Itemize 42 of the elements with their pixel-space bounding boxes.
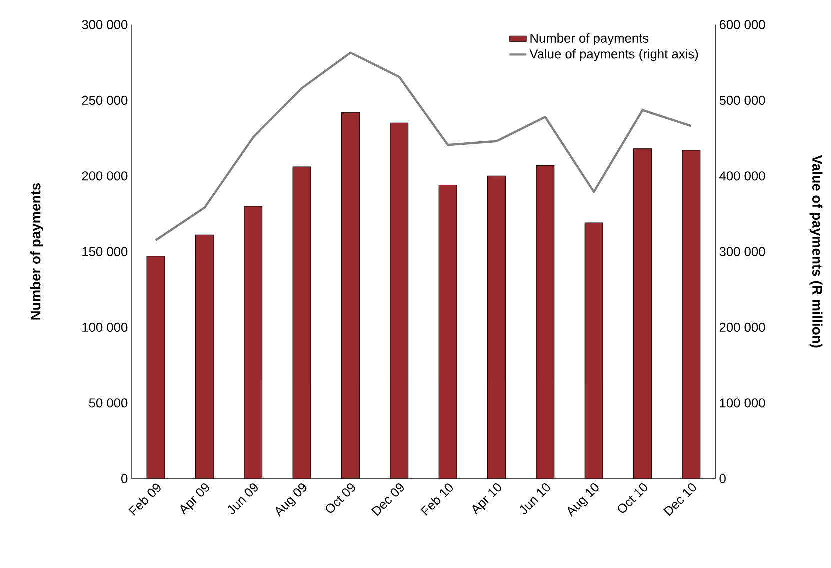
bar: [147, 256, 165, 479]
y2-tick-label: 400 000: [720, 172, 766, 181]
bar: [634, 148, 652, 479]
bar: [585, 222, 604, 479]
legend-label: Number of payments: [530, 33, 649, 46]
y-tick-label: 50 000: [89, 398, 128, 408]
x-tick-label: Aug 09: [276, 483, 307, 517]
y-tick-label: 250 000: [82, 96, 128, 105]
bar: [439, 185, 457, 479]
x-tick-label: Aug 10: [568, 483, 599, 517]
y2-tick-label: 600 000: [720, 20, 766, 30]
x-tick-label: Dec 09: [371, 483, 404, 516]
y-axis-title: Number of payments: [30, 183, 44, 320]
y-tick-label: 0: [122, 474, 128, 484]
y2-tick-label: 200 000: [720, 322, 766, 332]
x-tick-label: Jun 10: [520, 483, 550, 514]
x-tick-label: Oct 10: [618, 483, 648, 513]
bar: [196, 235, 214, 479]
y2-tick-label: 0: [720, 474, 726, 484]
y2-axis-title: Value of payments (R million): [810, 155, 823, 348]
bar: [390, 123, 408, 479]
y-tick-label: 300 000: [82, 20, 128, 30]
bar: [342, 112, 360, 479]
x-tick-label: Dec 10: [663, 483, 696, 516]
x-tick-label: Oct 09: [326, 483, 356, 513]
bar: [488, 176, 506, 479]
bar: [536, 165, 554, 479]
legend-label: Value of payments (right axis): [530, 49, 698, 62]
y-tick-label: 150 000: [82, 247, 128, 256]
x-tick-label: Apr 09: [180, 483, 210, 515]
bar: [682, 150, 701, 479]
x-tick-label: Feb 10: [420, 484, 454, 516]
y-tick-label: 200 000: [82, 172, 128, 181]
bar: [244, 206, 262, 479]
y2-tick-label: 300 000: [720, 247, 766, 256]
bar: [293, 166, 311, 479]
x-tick-label: Jun 09: [228, 484, 258, 514]
x-tick-label: Feb 09: [128, 484, 161, 516]
y-tick-label: 100 000: [82, 322, 128, 332]
y2-tick-label: 100 000: [720, 398, 766, 408]
x-tick-label: Apr 10: [472, 483, 502, 515]
y2-tick-label: 500 000: [720, 96, 766, 105]
